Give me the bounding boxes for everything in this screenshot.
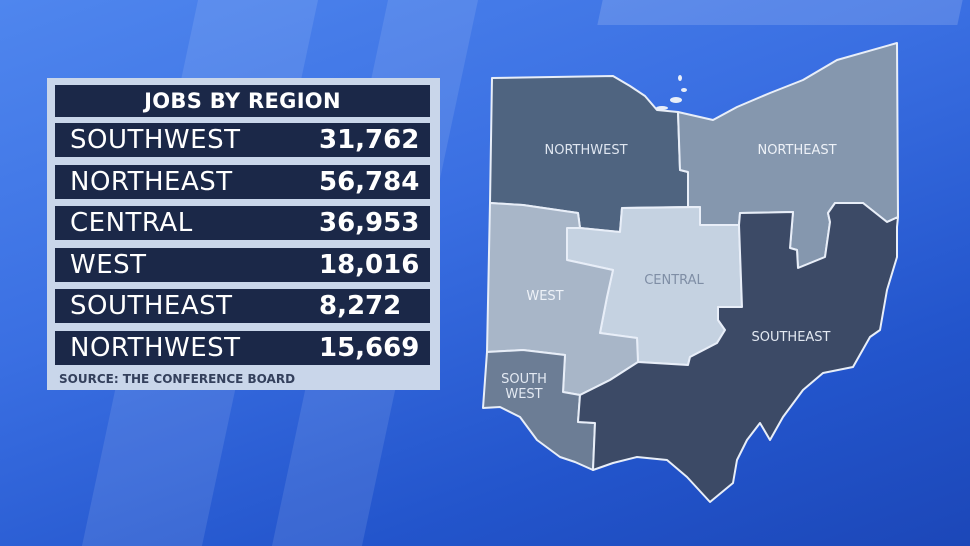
jobs-value: 15,669 (319, 333, 420, 363)
jobs-value: 18,016 (319, 250, 420, 280)
jobs-value: 56,784 (319, 167, 420, 197)
jobs-table: JOBS BY REGION SOUTHWEST 31,762 NORTHEAST… (47, 78, 440, 390)
region-name: NORTHEAST (70, 167, 233, 197)
region-name: SOUTHEAST (70, 291, 233, 321)
table-row: NORTHEAST 56,784 (55, 165, 430, 199)
region-name: WEST (70, 250, 147, 280)
label-northwest: NORTHWEST (544, 143, 627, 158)
table-row: NORTHWEST 15,669 (55, 331, 430, 365)
region-name: NORTHWEST (70, 333, 241, 363)
jobs-value: 31,762 (319, 125, 420, 155)
source-note: SOURCE: THE CONFERENCE BOARD (59, 372, 296, 386)
jobs-value: 8,272 (319, 291, 402, 321)
table-title: JOBS BY REGION (55, 85, 430, 117)
region-southeast (577, 202, 899, 503)
label-southwest-line1: SOUTH (501, 372, 547, 387)
label-central: CENTRAL (644, 273, 704, 288)
table-row: SOUTHWEST 31,762 (55, 123, 430, 157)
label-southwest-line2: WEST (505, 387, 542, 402)
label-west: WEST (526, 289, 563, 304)
jobs-value: 36,953 (319, 208, 420, 238)
region-name: SOUTHWEST (70, 125, 241, 155)
table-row: SOUTHEAST 8,272 (55, 289, 430, 323)
table-row: WEST 18,016 (55, 248, 430, 282)
table-row: CENTRAL 36,953 (55, 206, 430, 240)
label-northeast: NORTHEAST (757, 143, 836, 158)
lake-islands (656, 75, 687, 110)
label-southeast: SOUTHEAST (751, 330, 830, 345)
region-name: CENTRAL (70, 208, 193, 238)
